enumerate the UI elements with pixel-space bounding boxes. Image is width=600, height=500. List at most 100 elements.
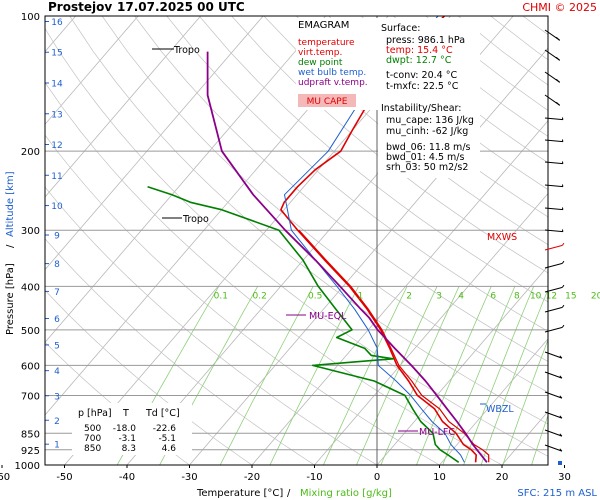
mixing-ratio-label: 15: [565, 291, 576, 301]
dry-adiabat-line: [101, 16, 548, 393]
pressure-tick-label: 1000: [15, 461, 40, 472]
wind-barb-staff: [544, 306, 563, 313]
bwd-01-value: bwd_01: 4.5 m/s: [386, 152, 464, 163]
wind-barb-flag: [561, 284, 565, 288]
dry-adiabat-line: [198, 16, 548, 303]
y-axis-title-alt: Altitude [km]: [5, 171, 16, 237]
pressure-tick-label: 600: [21, 361, 40, 372]
table-cell: -3.1: [118, 434, 136, 444]
temperature-tick-label: 10: [433, 472, 446, 483]
altitude-tick-label: 16: [51, 18, 63, 28]
wind-barb-staff: [544, 229, 563, 233]
pressure-tick-label: 200: [21, 147, 40, 158]
surface-press: press: 986.1 hPa: [386, 35, 465, 46]
isotherm-line: [45, 16, 264, 271]
axis-ticks: 1234567891011121314151610020030040050060…: [0, 12, 600, 483]
table-header-td: Td [°C]: [145, 408, 180, 419]
dry-adiabat-line: [134, 16, 548, 362]
sounding-datetime: 17.07.2025 00 UTC: [117, 0, 245, 14]
temperature-tick-label: -40: [119, 472, 135, 483]
dry-adiabat-line: [166, 16, 548, 332]
virtual-temperature-line: [298, 229, 490, 463]
updraft-line: [206, 51, 488, 463]
wind-barb-staff: [544, 429, 563, 437]
bwd-06-value: bwd_06: 11.8 m/s: [386, 142, 471, 153]
pressure-tick-label: 850: [21, 429, 40, 440]
legend-virt-temp: virt.temp.: [298, 48, 342, 58]
wind-barb-flag: [559, 355, 563, 359]
temperature-tick-label: -50: [56, 472, 72, 483]
altitude-tick-label: 15: [51, 49, 62, 59]
wind-barb-staff: [544, 139, 563, 143]
x-axis-title-sep: /: [287, 488, 291, 499]
mixing-ratio-label: 3: [436, 291, 442, 301]
altitude-tick-label: 5: [54, 341, 60, 351]
altitude-tick-label: 14: [51, 80, 63, 90]
wind-barb-flag: [561, 117, 564, 120]
table-cell: -22.6: [153, 424, 177, 434]
wind-barb-staff: [544, 444, 563, 452]
dry-adiabat-line: [231, 16, 548, 274]
wind-barb-flag: [561, 260, 565, 264]
wind-barb-flag: [561, 324, 565, 328]
mixing-ratio-label: 10: [530, 291, 542, 301]
mixing-ratio-label: 8: [514, 291, 520, 301]
wind-barb-flag: [555, 56, 561, 61]
tropo-label-upper: Tropo: [173, 45, 200, 56]
wind-barb-flag: [561, 184, 564, 187]
altitude-tick-label: 7: [54, 288, 60, 298]
mixing-ratio-label: 0.2: [253, 291, 267, 301]
wind-surface-marker: [558, 461, 562, 465]
wind-barb-staff: [544, 161, 563, 165]
wind-barb-staff: [544, 244, 563, 251]
wind-barb-staff: [544, 117, 563, 121]
y-axis-title-press: Pressure [hPa]: [5, 263, 16, 335]
altitude-tick-label: 10: [51, 202, 63, 212]
wind-barb-staff: [544, 391, 563, 399]
altitude-tick-label: 12: [51, 141, 62, 151]
altitude-tick-label: 1: [54, 441, 60, 451]
instability-title: Instability/Shear:: [381, 103, 461, 114]
dry-adiabat-line: [296, 16, 548, 218]
mixing-ratio-label: 12: [546, 291, 557, 301]
isotherm-line: [189, 47, 548, 465]
table-cell: -5.1: [158, 434, 176, 444]
wbzl-label: WBZL: [486, 404, 514, 415]
mixing-ratio-label: 20: [591, 291, 600, 301]
legend-temperature: temperature: [298, 38, 355, 48]
isotherm-line: [439, 338, 548, 465]
tropo-label-lower: Tropo: [182, 214, 209, 225]
temperature-tick-label: -30: [181, 472, 197, 483]
isotherm-line: [45, 16, 201, 198]
isotherm-line: [251, 120, 548, 465]
x-axis-title-mix: Mixing ratio [g/kg]: [300, 488, 392, 499]
wind-barb-staff: [544, 184, 563, 188]
pressure-tick-label: 700: [21, 391, 40, 402]
pressure-tick-label: 925: [21, 446, 40, 457]
surface-dwpt: dwpt: 12.7 °C: [386, 55, 452, 66]
surface-tmxfc: t-mxfc: 22.5 °C: [386, 81, 459, 92]
info-background: [378, 18, 480, 178]
table-header-p: p [hPa]: [78, 408, 112, 419]
level-table: p [hPa] T Td [°C] 500 -18.0 -22.6 700 -3…: [72, 403, 192, 455]
mu-cape-button-label[interactable]: MU CAPE: [307, 97, 348, 107]
sounding-series: [147, 16, 490, 463]
legend-wet-bulb: wet bulb temp.: [298, 68, 366, 78]
mu-eql-label: MU-EQL: [309, 311, 347, 322]
wind-barb-staff: [544, 351, 563, 359]
mu-cape-button-bg[interactable]: [298, 94, 356, 107]
dry-adiabat-line: [263, 16, 548, 245]
wind-barb-flag: [559, 375, 563, 379]
pressure-tick-label: 300: [21, 226, 40, 237]
temperature-tick-label: -10: [306, 472, 322, 483]
y-axis-title: Pressure [hPa] / Altitude [km]: [5, 171, 16, 335]
mu-cape-button[interactable]: MU CAPE: [298, 94, 356, 107]
altitude-tick-label: 8: [54, 260, 60, 270]
srh-03-value: srh_03: 50 m2/s2: [386, 162, 468, 173]
pressure-tick-label: 100: [21, 12, 40, 23]
wind-barb-flag: [561, 161, 564, 164]
info-box: Surface: press: 986.1 hPa temp: 15.4 °C …: [378, 18, 480, 178]
mu-lfc-label: MU-LFC: [419, 427, 455, 438]
mixing-ratio-label: 0.1: [214, 291, 228, 301]
